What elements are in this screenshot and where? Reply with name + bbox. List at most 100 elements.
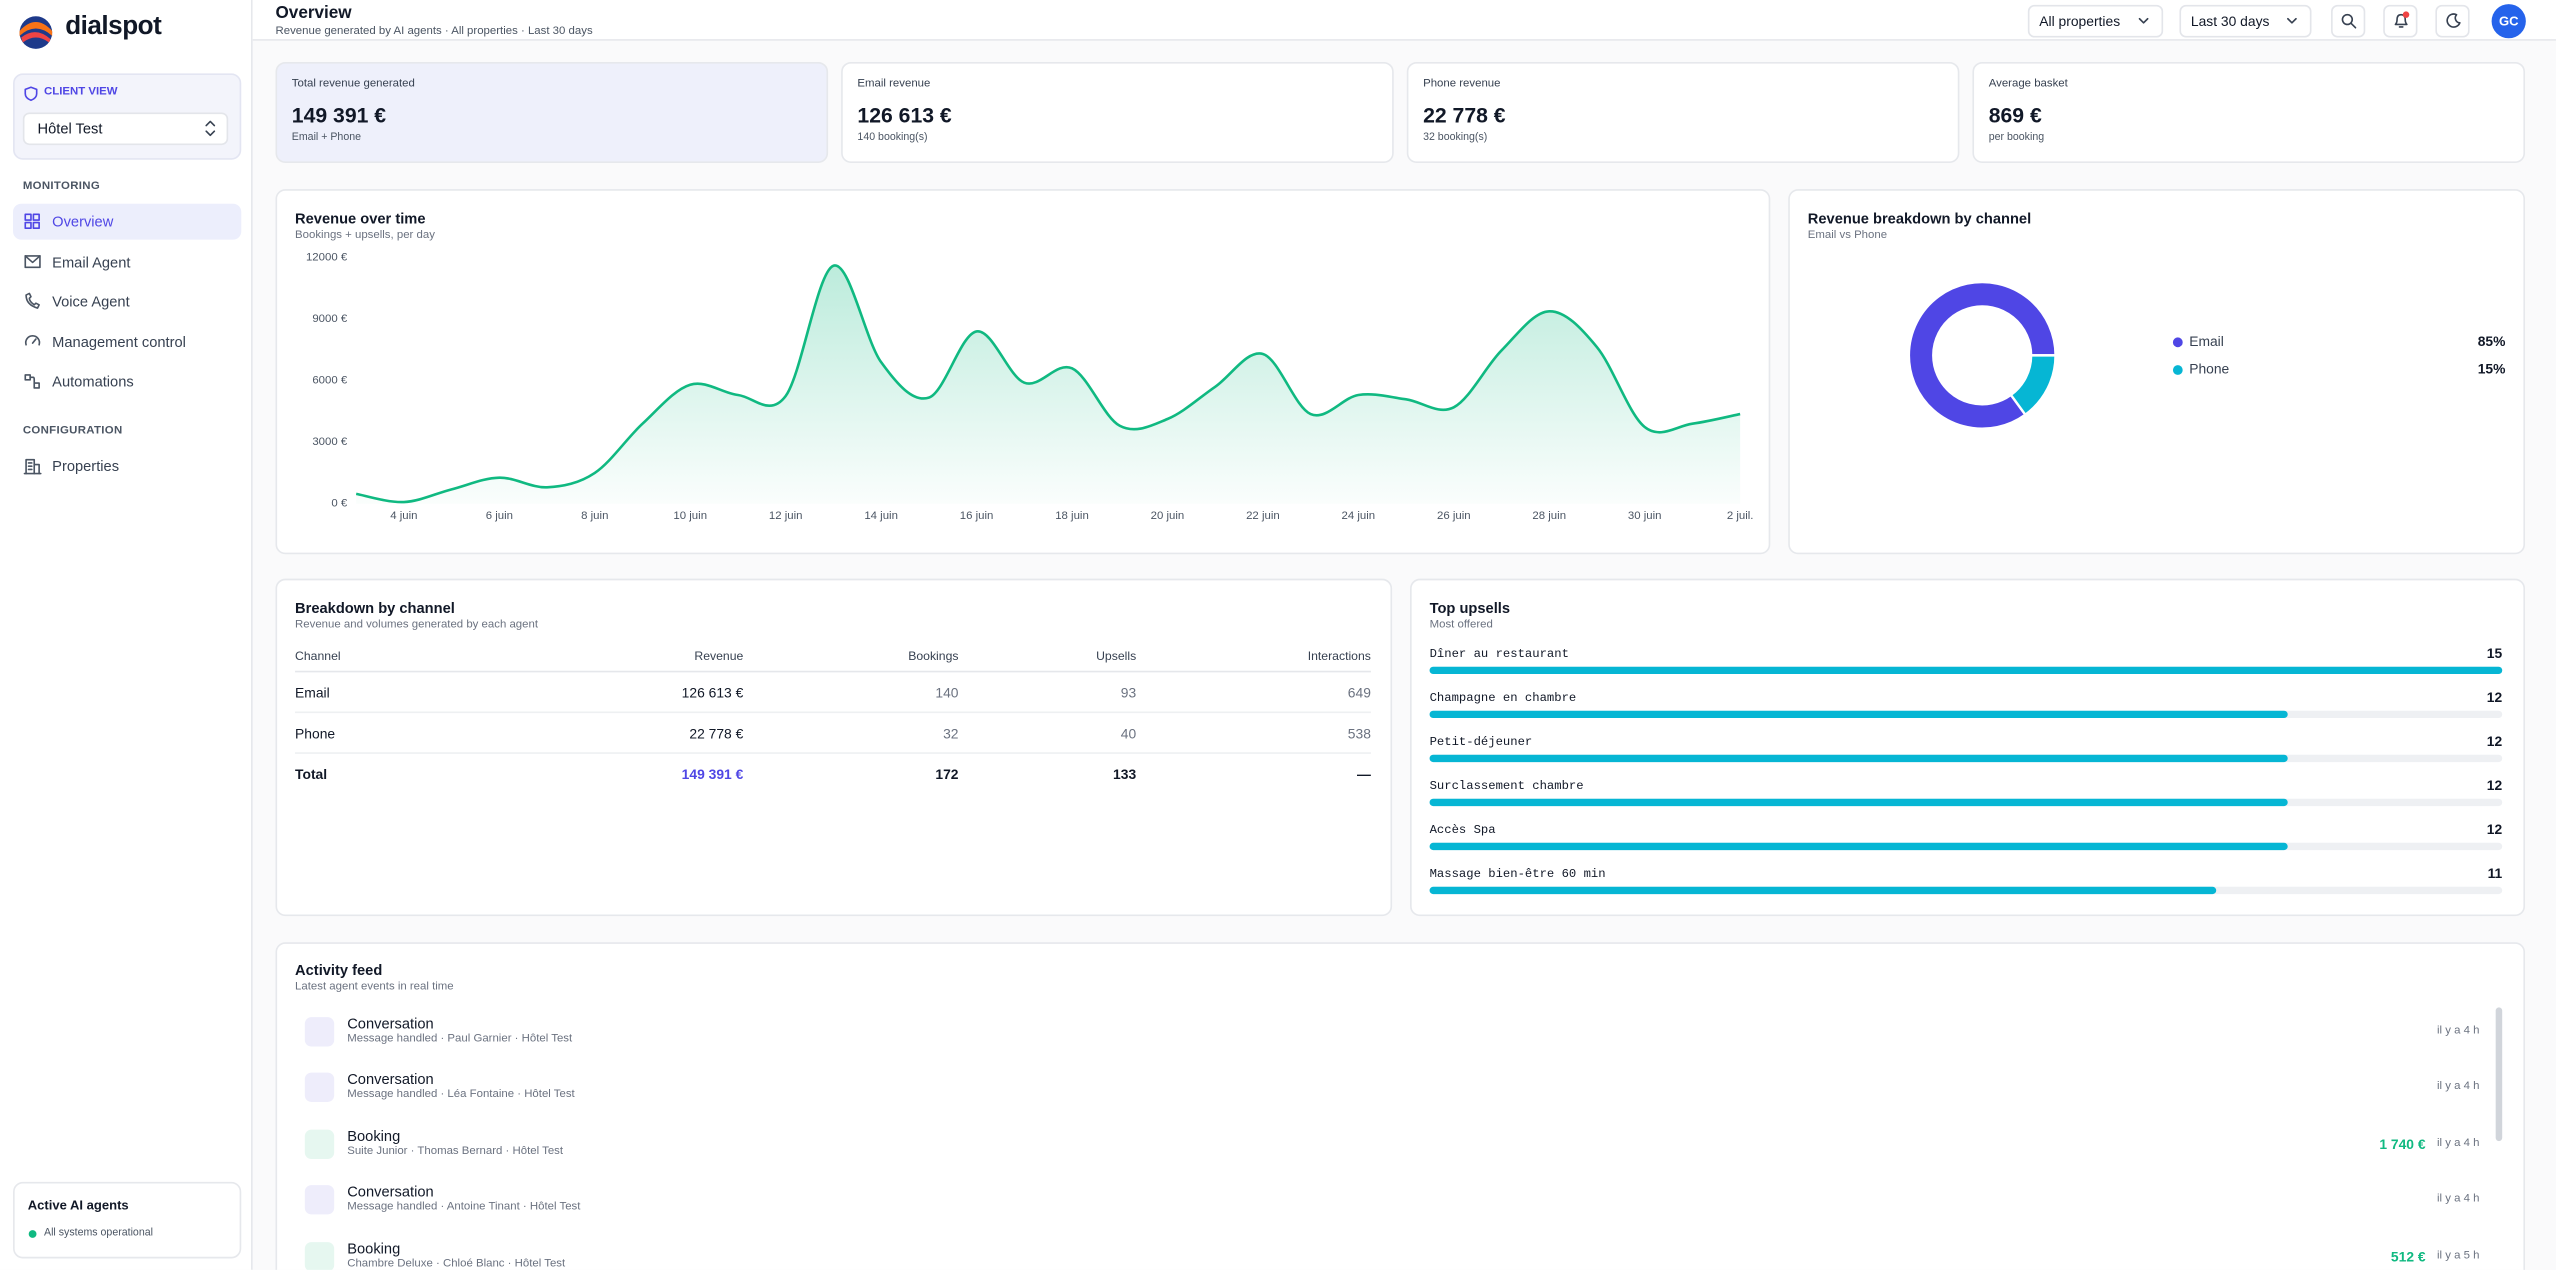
activity-title: Conversation [347,1071,434,1088]
status-text: All systems operational [44,1227,153,1239]
client-select[interactable] [22,112,229,146]
activity-time: il y a 5 h [2437,1249,2480,1262]
nav-item[interactable] [13,448,241,484]
filter-label: All properties [2039,13,2121,30]
card-title: Revenue over time [295,210,426,227]
table-cell: 538 [1347,725,1371,742]
activity-detail: Message handled · Léa Fontaine · Hôtel T… [347,1089,575,1101]
brand: dialspot [65,13,162,41]
table-cell: 649 [1347,684,1371,701]
kpi-label: Total revenue generated [291,78,415,90]
table-cell: Channel [295,648,341,664]
client-view-label: CLIENT VIEW [44,86,118,98]
kpi-card [275,61,829,164]
page-title: Overview [275,3,352,23]
activity-time: il y a 4 h [2437,1137,2480,1149]
nav-label: Properties [52,458,120,475]
kpi-card [1406,61,1960,164]
table-cell: 32 [943,725,959,742]
kpi-note: Email + Phone [291,132,362,144]
activity-icon [304,1073,335,1103]
kpi-label: Email revenue [857,78,931,90]
table-cell: 40 [1120,725,1137,742]
activity-time: il y a 4 h [2437,1081,2480,1093]
activity-time: il y a 4 h [2437,1025,2480,1037]
card-title: Activity feed [295,961,383,979]
activity-title: Booking [347,1239,401,1257]
card-subtitle: Bookings + upsells, per day [295,229,435,241]
card-title: Breakdown by channel [295,599,455,617]
kpi-card [841,61,1394,164]
kpi-value: 869 € [1988,102,2042,128]
table-cell: Phone [295,725,336,742]
table-cell: 140 [935,684,959,701]
card [275,942,2526,1270]
page-subtitle: Revenue generated by AI agents · All pro… [275,26,593,38]
table-cell: 149 391 € [681,766,744,783]
table-cell: — [1357,766,1371,783]
table-cell: 22 778 € [689,725,744,742]
table-cell: Bookings [908,648,959,664]
activity-amount: 1 740 € [2379,1136,2426,1153]
icon-button[interactable] [2331,4,2366,38]
icon-button[interactable] [2435,4,2470,38]
status-box [13,1181,242,1259]
card-subtitle: Revenue and volumes generated by each ag… [295,618,539,631]
table-cell: 93 [1120,684,1137,701]
card [275,189,1771,555]
activity-detail: Chambre Deluxe · Chloé Blanc · Hôtel Tes… [347,1257,566,1270]
section-title: MONITORING [22,180,101,193]
kpi-value: 149 391 € [291,102,387,128]
kpi-note: 32 booking(s) [1423,132,1488,144]
table-cell: Total [295,766,328,783]
kpi-label: Phone revenue [1423,78,1501,90]
nav-label: Management control [52,333,186,350]
nav-label: Voice Agent [52,293,130,310]
activity-title: Booking [347,1127,401,1145]
kpi-note: per booking [1988,132,2045,144]
kpi-card [1972,61,2526,164]
card [275,578,1393,917]
activity-time: il y a 4 h [2437,1193,2480,1205]
nav-item[interactable] [13,203,242,240]
table-cell: Email [295,684,330,701]
icon-button[interactable] [2383,4,2418,38]
card-title: Top upsells [1429,599,1511,617]
card-subtitle: Most offered [1429,618,1493,631]
activity-detail: Message handled · Antoine Tinant · Hôtel… [347,1201,581,1214]
activity-title: Conversation [347,1015,434,1032]
kpi-value: 22 778 € [1423,102,1506,128]
header [252,0,2556,41]
nav-label: Overview [52,213,114,230]
kpi-label: Average basket [1988,78,2068,90]
filter-button[interactable] [2179,4,2312,38]
activity-icon [304,1017,335,1047]
section-title: CONFIGURATION [22,425,123,437]
client-name: Hôtel Test [37,120,103,137]
card [1788,189,2526,555]
card [1410,578,2526,917]
scrollbar [2495,1007,2503,1142]
nav-label: Automations [52,373,134,390]
activity-detail: Suite Junior · Thomas Bernard · Hôtel Te… [347,1145,564,1158]
card-title: Revenue breakdown by channel [1807,210,2032,227]
activity-detail: Message handled · Paul Garnier · Hôtel T… [347,1033,573,1045]
activity-title: Conversation [347,1183,434,1201]
table-cell: Revenue [694,648,744,664]
status-title: Active AI agents [27,1198,129,1213]
activity-icon [304,1185,335,1215]
table-cell: 126 613 € [681,684,744,701]
card-subtitle: Latest agent events in real time [295,980,454,992]
table-cell: Interactions [1307,648,1371,664]
activity-icon [304,1129,335,1159]
filter-label: Last 30 days [2190,13,2270,30]
kpi-note: 140 booking(s) [857,132,928,144]
activity-icon [304,1241,335,1270]
table-cell: 172 [935,766,959,783]
nav-label: Email Agent [52,253,131,270]
card-subtitle: Email vs Phone [1807,229,1888,241]
kpi-value: 126 613 € [857,102,952,128]
table-cell: 133 [1113,766,1137,783]
table-cell: Upsells [1096,648,1137,664]
